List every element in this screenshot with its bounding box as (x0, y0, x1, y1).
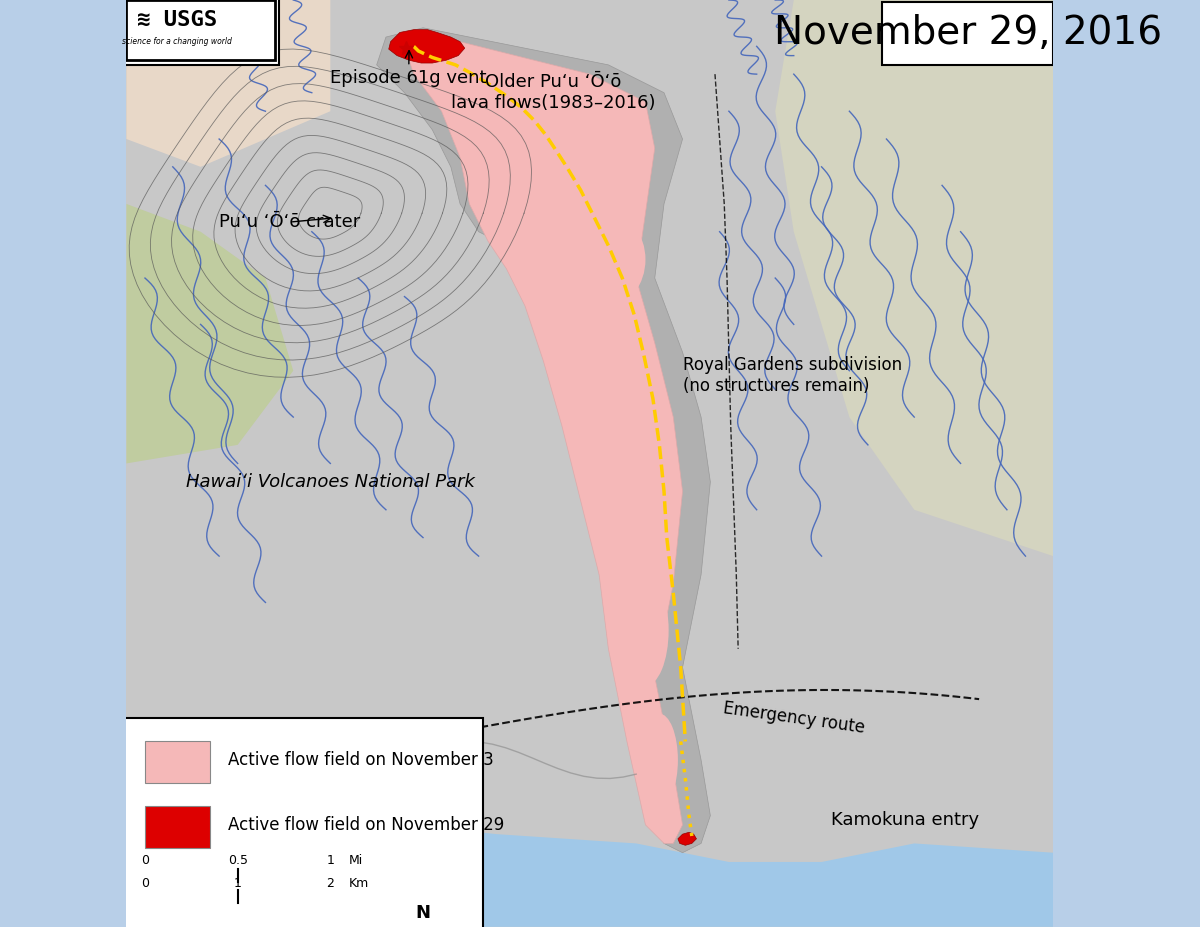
Text: 0.5: 0.5 (228, 854, 247, 867)
FancyBboxPatch shape (882, 2, 1054, 65)
Ellipse shape (623, 575, 668, 686)
Ellipse shape (604, 482, 659, 556)
Text: Active flow field on November 3: Active flow field on November 3 (228, 751, 494, 769)
Polygon shape (126, 204, 293, 464)
Text: Active flow field on November 29: Active flow field on November 29 (228, 816, 505, 834)
Text: ≋ USGS: ≋ USGS (137, 10, 217, 31)
Text: N: N (415, 904, 431, 921)
Ellipse shape (641, 714, 678, 806)
Bar (145, 742, 210, 783)
FancyBboxPatch shape (121, 0, 280, 65)
FancyBboxPatch shape (121, 718, 484, 927)
Text: 0: 0 (140, 854, 149, 867)
Text: Mi: Mi (349, 854, 364, 867)
Ellipse shape (586, 352, 650, 426)
Text: Royal Gardens subdivision
(no structures remain): Royal Gardens subdivision (no structures… (683, 356, 901, 395)
Ellipse shape (571, 213, 646, 306)
Text: Older Puʻu ʻŌʻō
lava flows(1983–2016): Older Puʻu ʻŌʻō lava flows(1983–2016) (450, 73, 655, 112)
Polygon shape (126, 788, 1054, 927)
Polygon shape (678, 832, 696, 845)
Text: 0: 0 (140, 877, 149, 890)
Polygon shape (404, 37, 683, 844)
Text: Hawaiʻi Volcanoes National Park: Hawaiʻi Volcanoes National Park (186, 473, 475, 491)
Text: Emergency route: Emergency route (721, 700, 865, 737)
Text: Episode 61g vent: Episode 61g vent (330, 51, 487, 87)
Polygon shape (126, 0, 1054, 927)
Polygon shape (377, 28, 710, 853)
Text: Km: Km (349, 877, 370, 890)
Text: Puʻu ʻŌʻō crater: Puʻu ʻŌʻō crater (220, 213, 360, 231)
Text: 1: 1 (234, 877, 241, 890)
Polygon shape (775, 0, 1054, 556)
Bar (145, 806, 210, 848)
Text: November 29, 2016: November 29, 2016 (774, 14, 1162, 52)
Text: 2: 2 (326, 877, 335, 890)
Polygon shape (389, 30, 464, 63)
Bar (126, 0, 275, 60)
Text: science for a changing world: science for a changing world (122, 37, 233, 46)
Text: Kamokuna entry: Kamokuna entry (830, 811, 979, 830)
Text: 1: 1 (326, 854, 335, 867)
Polygon shape (126, 0, 330, 167)
